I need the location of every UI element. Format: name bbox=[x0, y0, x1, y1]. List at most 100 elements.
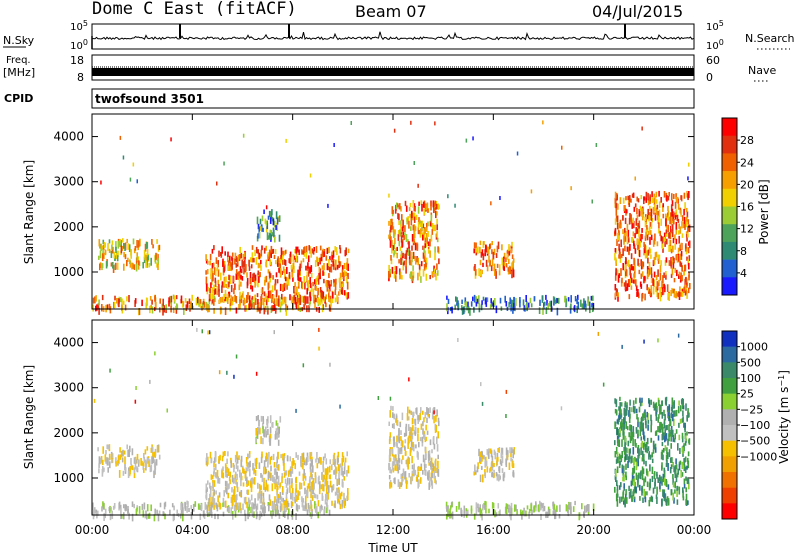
power-echo-cell-2 bbox=[326, 263, 329, 271]
velocity-echo-cell-2 bbox=[306, 485, 309, 494]
velocity-echo-cell-2 bbox=[252, 463, 254, 471]
power-echo-cell-4 bbox=[431, 229, 434, 235]
power-echo-cell-7 bbox=[633, 240, 635, 246]
velocity-echo-cell-3 bbox=[262, 426, 264, 434]
velocity-echo-cell-1 bbox=[204, 502, 207, 510]
velocity-echo-cell-2 bbox=[271, 502, 274, 510]
velocity-echo-cell-7 bbox=[632, 446, 635, 455]
velocity-echo-cell-2 bbox=[240, 460, 243, 468]
velocity-echo-cell-2 bbox=[319, 481, 321, 489]
power-noise-echo bbox=[447, 194, 449, 199]
power-echo-cell-2 bbox=[277, 256, 279, 263]
velocity-echo-cell-7 bbox=[620, 413, 623, 418]
velocity-noise-echo bbox=[134, 399, 137, 404]
velocity-echo-cell-1 bbox=[214, 513, 216, 520]
velocity-noise-echo bbox=[389, 396, 392, 401]
power-echo-cell-4 bbox=[437, 203, 440, 210]
velocity-noise-echo bbox=[235, 354, 238, 359]
power-echo-cell-2 bbox=[263, 291, 266, 297]
power-echo-cell-4 bbox=[391, 218, 393, 224]
power-echo-cell-7 bbox=[647, 269, 650, 277]
velocity-echo-cell-4 bbox=[425, 424, 427, 431]
power-echo-cell-7 bbox=[649, 221, 652, 227]
power-echo-cell-2 bbox=[209, 288, 211, 294]
velocity-echo-cell-4 bbox=[393, 457, 395, 462]
velocity-echo-cell-4 bbox=[431, 462, 434, 468]
velocity-echo-cell-1 bbox=[283, 506, 285, 513]
power-echo-cell-7 bbox=[671, 224, 674, 232]
power-echo-cell-4 bbox=[432, 200, 435, 207]
velocity-echo-cell-1 bbox=[190, 511, 193, 520]
velocity-echo-cell-1 bbox=[186, 505, 188, 513]
power-echo-cell-4 bbox=[398, 213, 400, 221]
power-echo-cell-1 bbox=[97, 303, 100, 309]
velocity-echo-cell-1 bbox=[156, 509, 158, 516]
velocity-echo-cell-7 bbox=[637, 454, 639, 461]
power-echo-cell-7 bbox=[646, 227, 649, 233]
power-echo-cell-1 bbox=[248, 303, 250, 311]
velocity-echo-cell-7 bbox=[623, 483, 625, 489]
velocity-echo-cell-7 bbox=[664, 414, 666, 421]
power-echo-cell-2 bbox=[315, 285, 317, 291]
velocity-echo-cell-2 bbox=[310, 504, 313, 512]
velocity-echo-cell-7 bbox=[668, 424, 670, 432]
power-echo-cell-1 bbox=[159, 307, 161, 313]
power-echo-cell-2 bbox=[212, 291, 214, 299]
velocity-echo-cell-7 bbox=[686, 431, 688, 436]
power-echo-cell-3 bbox=[278, 215, 281, 223]
velocity-echo-cell-2 bbox=[309, 499, 312, 504]
power-echo-cell-2 bbox=[260, 265, 262, 271]
power-echo-cell-2 bbox=[265, 275, 268, 283]
power-echo-cell-7 bbox=[671, 200, 674, 207]
power-echo-cell-2 bbox=[288, 272, 291, 279]
velocity-echo-cell-4 bbox=[388, 421, 390, 426]
power-echo-cell-4 bbox=[427, 241, 430, 247]
velocity-echo-cell-2 bbox=[343, 500, 346, 509]
power-echo-cell-4 bbox=[415, 214, 418, 220]
power-echo-cell-7 bbox=[667, 205, 669, 211]
velocity-echo-cell-2 bbox=[299, 482, 301, 490]
power-echo-cell-2 bbox=[299, 263, 301, 272]
power-echo-cell-7 bbox=[629, 268, 631, 276]
power-echo-cell-7 bbox=[662, 289, 665, 295]
velocity-echo-cell-7 bbox=[616, 427, 619, 436]
power-echo-cell-2 bbox=[257, 249, 259, 254]
power-echo-cell-7 bbox=[633, 273, 635, 278]
velocity-echo-cell-2 bbox=[291, 495, 294, 501]
velocity-echo-cell-4 bbox=[397, 479, 400, 487]
cpid-label: CPID bbox=[4, 92, 33, 105]
power-echo-cell-6 bbox=[592, 307, 594, 313]
power-echo-cell-0 bbox=[123, 243, 125, 249]
velocity-echo-cell-3 bbox=[279, 416, 282, 423]
velocity-echo-cell-7 bbox=[622, 426, 625, 435]
power-echo-cell-0 bbox=[146, 263, 149, 268]
power-echo-cell-7 bbox=[634, 233, 636, 239]
power-echo-cell-3 bbox=[272, 218, 275, 226]
velocity-echo-cell-2 bbox=[292, 488, 294, 494]
nave-tick-bottom: 0 bbox=[706, 71, 713, 84]
velocity-echo-cell-5 bbox=[484, 472, 486, 479]
velocity-echo-cell-7 bbox=[656, 486, 658, 495]
velocity-echo-cell-5 bbox=[493, 473, 495, 479]
velocity-echo-cell-7 bbox=[632, 467, 634, 476]
velocity-echo-cell-6 bbox=[470, 505, 473, 512]
power-noise-echo bbox=[309, 173, 312, 178]
velocity-echo-cell-2 bbox=[254, 498, 256, 506]
power-echo-cell-2 bbox=[267, 282, 270, 290]
velocity-echo-cell-7 bbox=[640, 436, 643, 441]
velocity-echo-cell-1 bbox=[148, 512, 151, 519]
power-echo-cell-4 bbox=[425, 262, 427, 268]
velocity-echo-cell-2 bbox=[324, 468, 327, 476]
velocity-echo-cell-2 bbox=[217, 495, 219, 503]
velocity-echo-cell-7 bbox=[628, 456, 630, 463]
velocity-echo-cell-7 bbox=[662, 477, 664, 483]
power-echo-cell-6 bbox=[480, 304, 483, 311]
velocity-echo-cell-7 bbox=[643, 453, 645, 462]
velocity-echo-cell-7 bbox=[682, 487, 684, 493]
velocity-echo-cell-4 bbox=[410, 435, 412, 442]
power-echo-cell-2 bbox=[247, 292, 249, 300]
velocity-noise-echo bbox=[677, 333, 680, 338]
date-label: 04/Jul/2015 bbox=[592, 2, 683, 21]
power-echo-cell-7 bbox=[638, 243, 640, 251]
power-echo-cell-2 bbox=[237, 274, 240, 280]
